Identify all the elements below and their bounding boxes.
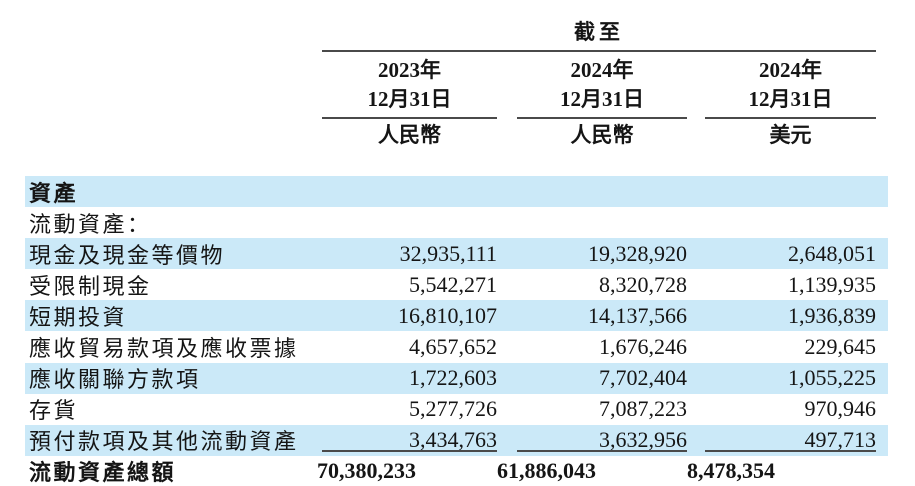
value-2024-usd: 1,139,935 [788, 271, 876, 297]
as-of-label: 截至 [574, 20, 624, 44]
value-2024-rmb: 19,328,920 [588, 240, 687, 266]
currency-label: 人民幣 [570, 123, 634, 147]
total-rule-col2 [517, 450, 687, 452]
table-row: 流動資產： [25, 207, 888, 238]
value-2024-rmb: 14,137,566 [588, 302, 687, 328]
balance-sheet-table: 資產 流動資產： 現金及現金等價物 32,935,111 19,328,920 … [25, 176, 888, 456]
total-value-2024-usd: 8,478,354 [687, 458, 775, 483]
row-label: 受限制現金 [29, 273, 152, 299]
year-label: 2023年 [378, 58, 441, 82]
table-row: 存貨 5,277,726 7,087,223 970,946 [25, 394, 888, 425]
total-rule-col1 [322, 450, 497, 452]
table-row: 受限制現金 5,542,271 8,320,728 1,139,935 [25, 269, 888, 300]
col-header-2023-rmb: 2023年 12月31日 人民幣 [322, 56, 497, 150]
value-2023-rmb: 4,657,652 [409, 334, 497, 360]
value-2024-usd: 1,055,225 [788, 365, 876, 391]
total-value-2023-rmb: 70,380,233 [317, 458, 416, 483]
value-2024-usd: 2,648,051 [788, 240, 876, 266]
date-label: 12月31日 [748, 87, 833, 111]
row-label: 預付款項及其他流動資產 [29, 429, 299, 455]
value-2024-rmb: 7,087,223 [599, 396, 687, 422]
table-row: 短期投資 16,810,107 14,137,566 1,936,839 [25, 300, 888, 332]
header-rule [322, 50, 876, 52]
row-label: 資產 [29, 180, 79, 206]
col-header-2024-usd: 2024年 12月31日 美元 [705, 56, 876, 150]
currency-label: 人民幣 [378, 123, 441, 147]
table-row: 資產 [25, 176, 888, 208]
value-2023-rmb: 1,722,603 [409, 365, 497, 391]
total-rule-col3 [705, 450, 876, 452]
column-underline [322, 117, 497, 119]
year-label: 2024年 [570, 58, 634, 82]
value-2023-rmb: 16,810,107 [398, 302, 497, 328]
total-value-2024-rmb: 61,886,043 [497, 458, 596, 483]
value-2023-rmb: 5,277,726 [409, 396, 497, 422]
value-2023-rmb: 3,434,763 [409, 427, 497, 453]
col-header-2024-rmb: 2024年 12月31日 人民幣 [517, 56, 687, 150]
value-2024-rmb: 1,676,246 [599, 334, 687, 360]
row-label: 現金及現金等價物 [29, 242, 226, 268]
value-2023-rmb: 5,542,271 [409, 271, 497, 297]
value-2024-rmb: 8,320,728 [599, 271, 687, 297]
total-current-assets-row: 流動資產總額 70,380,233 61,886,043 8,478,354 [25, 456, 888, 486]
value-2024-usd: 497,713 [804, 427, 877, 453]
value-2024-usd: 1,936,839 [788, 302, 876, 328]
column-underline [517, 117, 687, 119]
table-row: 應收關聯方款項 1,722,603 7,702,404 1,055,225 [25, 362, 888, 394]
date-label: 12月31日 [367, 87, 452, 111]
date-label: 12月31日 [560, 87, 644, 111]
table-row: 預付款項及其他流動資產 3,434,763 3,632,956 497,713 [25, 424, 888, 456]
row-label: 存貨 [29, 398, 79, 424]
row-label: 短期投資 [29, 304, 128, 330]
value-2024-rmb: 3,632,956 [599, 427, 687, 453]
value-2023-rmb: 32,935,111 [399, 240, 497, 266]
currency-label: 美元 [769, 123, 812, 147]
value-2024-usd: 970,946 [804, 396, 877, 422]
table-row: 應收貿易款項及應收票據 4,657,652 1,676,246 229,645 [25, 331, 888, 362]
row-label: 應收貿易款項及應收票據 [29, 336, 299, 362]
value-2024-rmb: 7,702,404 [599, 365, 687, 391]
value-2024-usd: 229,645 [804, 334, 877, 360]
row-label: 流動資產： [29, 211, 152, 237]
year-label: 2024年 [759, 58, 822, 82]
row-label: 應收關聯方款項 [29, 367, 201, 393]
total-row-label: 流動資產總額 [29, 460, 177, 485]
table-row: 現金及現金等價物 32,935,111 19,328,920 2,648,051 [25, 238, 888, 270]
column-underline [705, 117, 876, 119]
